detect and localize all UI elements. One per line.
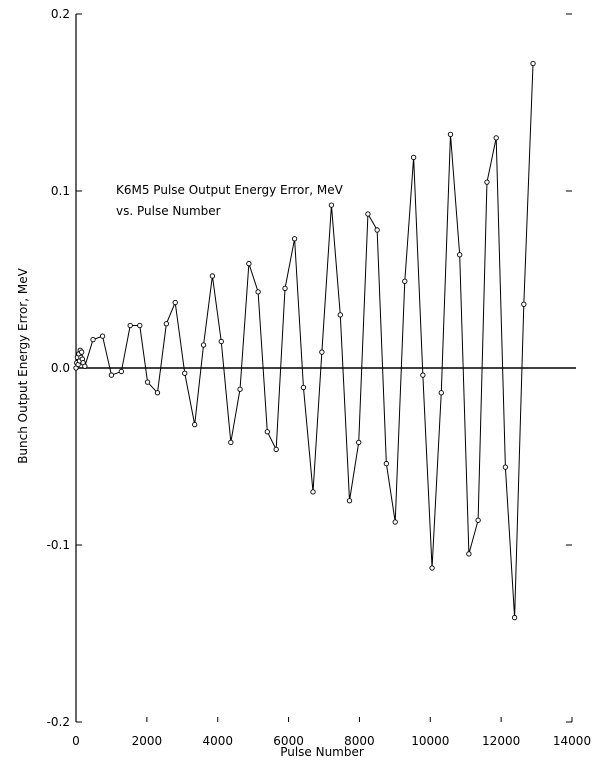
x-tick-label: 14000 [553,734,591,748]
y-tick-label: 0.2 [51,7,70,21]
data-point [79,349,85,355]
x-tick-label: 6000 [273,734,304,748]
data-point [319,349,325,355]
data-point [273,446,279,453]
data-point [291,236,298,242]
data-point [402,278,408,284]
labels: Pulse Number Bunch Output Energy Error, … [16,183,364,759]
data-point [365,211,371,217]
x-tick-label: 12000 [482,734,520,748]
data-point [410,154,417,161]
series-line [75,63,534,618]
data-point [392,519,398,525]
data-point [163,321,169,327]
data-point [154,390,161,396]
data-point [530,60,536,67]
y-tick-label: -0.1 [47,538,70,552]
data-point [144,379,151,385]
x-tick-label: 8000 [344,734,375,748]
data-point [328,202,335,208]
data-point [383,460,390,467]
data-point [108,372,115,378]
data-point [374,227,380,233]
data-point [282,285,288,291]
data-point [264,429,270,435]
data-point [99,333,106,339]
y-tick-label: 0.1 [51,184,70,198]
data-point [192,421,198,428]
annotation-line-2: vs. Pulse Number [116,204,221,218]
data-point [337,312,343,318]
data-point [209,273,216,279]
data-point [521,301,527,307]
x-tick-label: 10000 [411,734,449,748]
data-point [511,614,518,621]
data-point [182,370,188,376]
data-point [484,179,490,185]
data-point [502,464,509,470]
data-point [457,252,463,258]
x-tick-label: 0 [72,734,80,748]
data-point [127,322,133,329]
y-axis-title: Bunch Output Energy Error, MeV [16,267,30,463]
data-point [346,498,353,504]
data-point [90,337,96,343]
data-point [420,372,426,378]
data-point [237,386,243,392]
y-tick-label: 0.0 [51,361,70,375]
axes: -0.2 -0.1 0.0 0.1 0.2 0 2000 4000 6000 8000 10000 1… [47,7,592,748]
data-point [438,390,444,396]
x-axis-title: Pulse Number [280,745,364,759]
data-marks [73,60,536,621]
data-point [228,439,234,445]
annotation-line-1: K6M5 Pulse Output Energy Error, MeV [116,183,344,197]
data-point [447,131,454,138]
y-tick-label: -0.2 [47,715,70,729]
data-point [137,322,143,329]
data-point [246,260,252,267]
data-point [493,135,499,141]
data-point [310,489,316,495]
data-point [356,439,362,445]
data-point [200,342,207,348]
data-point [218,338,224,345]
data-point [300,384,307,391]
data-point [429,565,435,571]
data-point [118,368,124,375]
data-point [82,363,88,369]
data-point [466,551,472,557]
data-point [172,299,178,306]
x-tick-label: 2000 [132,734,163,748]
x-tick-label: 4000 [202,734,233,748]
data-point [255,289,261,295]
data-point [475,517,481,523]
